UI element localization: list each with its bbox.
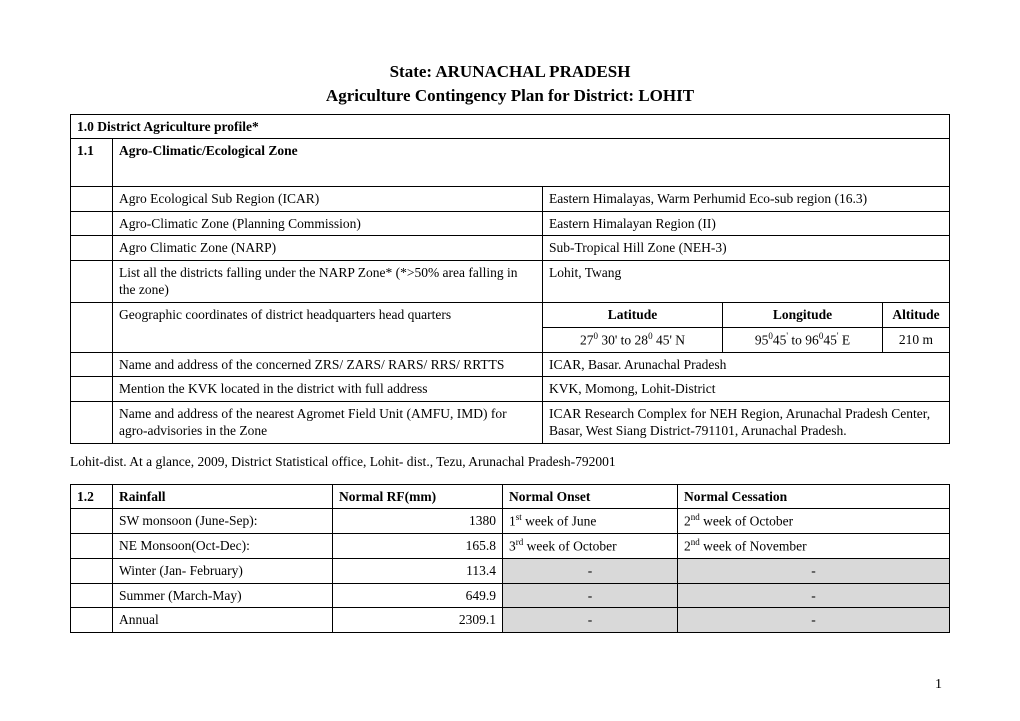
- row-label: NE Monsoon(Oct-Dec):: [113, 534, 333, 559]
- row-value: -: [503, 559, 678, 584]
- row-value: -: [678, 608, 950, 633]
- row-value: 2309.1: [333, 608, 503, 633]
- spacer: [71, 260, 113, 302]
- table-row: NE Monsoon(Oct-Dec): 165.8 3rd week of O…: [71, 534, 950, 559]
- table-row: Agro Ecological Sub Region (ICAR) Easter…: [71, 187, 950, 212]
- row-value: Sub-Tropical Hill Zone (NEH-3): [543, 236, 950, 261]
- table-row: SW monsoon (June-Sep): 1380 1st week of …: [71, 509, 950, 534]
- col-header: Normal Onset: [503, 484, 678, 509]
- row-value: -: [503, 608, 678, 633]
- spacer: [71, 211, 113, 236]
- row-label: Mention the KVK located in the district …: [113, 377, 543, 402]
- row-value: 165.8: [333, 534, 503, 559]
- source-note: Lohit-dist. At a glance, 2009, District …: [70, 454, 950, 470]
- col-header: Normal RF(mm): [333, 484, 503, 509]
- spacer: [71, 352, 113, 377]
- col-header: Longitude: [723, 302, 883, 327]
- spacer: [71, 377, 113, 402]
- spacer: [71, 236, 113, 261]
- spacer: [113, 163, 950, 187]
- row-value: KVK, Momong, Lohit-District: [543, 377, 950, 402]
- table-row: 1.0 District Agriculture profile*: [71, 114, 950, 139]
- row-label: Agro Ecological Sub Region (ICAR): [113, 187, 543, 212]
- row-value: -: [678, 583, 950, 608]
- row-value: Eastern Himalayas, Warm Perhumid Eco-sub…: [543, 187, 950, 212]
- row-value: 2nd week of October: [678, 509, 950, 534]
- col-header: Altitude: [883, 302, 950, 327]
- row-value: 270 30' to 280 45' N: [543, 327, 723, 352]
- spacer: [71, 509, 113, 534]
- row-value: -: [503, 583, 678, 608]
- row-value: 210 m: [883, 327, 950, 352]
- table-1-1: 1.0 District Agriculture profile* 1.1 Ag…: [70, 114, 950, 444]
- table-1-2: 1.2 Rainfall Normal RF(mm) Normal Onset …: [70, 484, 950, 633]
- row-label: Agro-Climatic Zone (Planning Commission): [113, 211, 543, 236]
- row-value: 113.4: [333, 559, 503, 584]
- row-value: 1st week of June: [503, 509, 678, 534]
- table-row: Geographic coordinates of district headq…: [71, 302, 950, 327]
- row-value: -: [678, 559, 950, 584]
- spacer: [71, 401, 113, 443]
- row-label: Geographic coordinates of district headq…: [113, 302, 543, 352]
- spacer: [71, 559, 113, 584]
- table-row: Name and address of the concerned ZRS/ Z…: [71, 352, 950, 377]
- row-value: Eastern Himalayan Region (II): [543, 211, 950, 236]
- table-row: Name and address of the nearest Agromet …: [71, 401, 950, 443]
- table-row: Agro Climatic Zone (NARP) Sub-Tropical H…: [71, 236, 950, 261]
- page-number: 1: [935, 677, 942, 693]
- table-row: Summer (March-May) 649.9 - -: [71, 583, 950, 608]
- row-value: 2nd week of November: [678, 534, 950, 559]
- spacer: [71, 583, 113, 608]
- row-label: List all the districts falling under the…: [113, 260, 543, 302]
- row-label: Summer (March-May): [113, 583, 333, 608]
- spacer: [71, 534, 113, 559]
- row-value: 3rd week of October: [503, 534, 678, 559]
- spacer: [71, 608, 113, 633]
- title-plan: Agriculture Contingency Plan for Distric…: [70, 84, 950, 108]
- row-value: Lohit, Twang: [543, 260, 950, 302]
- table-row: 1.1 Agro-Climatic/Ecological Zone: [71, 139, 950, 163]
- row-value: ICAR, Basar. Arunachal Pradesh: [543, 352, 950, 377]
- table-row: Agro-Climatic Zone (Planning Commission)…: [71, 211, 950, 236]
- table-row: List all the districts falling under the…: [71, 260, 950, 302]
- col-header: Normal Cessation: [678, 484, 950, 509]
- section-num: 1.1: [71, 139, 113, 187]
- row-label: Name and address of the concerned ZRS/ Z…: [113, 352, 543, 377]
- row-value: 1380: [333, 509, 503, 534]
- table-row: Mention the KVK located in the district …: [71, 377, 950, 402]
- row-label: SW monsoon (June-Sep):: [113, 509, 333, 534]
- section-num: 1.2: [71, 484, 113, 509]
- row-label: Annual: [113, 608, 333, 633]
- row-value: ICAR Research Complex for NEH Region, Ar…: [543, 401, 950, 443]
- table-row: [71, 163, 950, 187]
- spacer: [71, 302, 113, 352]
- spacer: [71, 187, 113, 212]
- table-row: Annual 2309.1 - -: [71, 608, 950, 633]
- row-label: Winter (Jan- February): [113, 559, 333, 584]
- row-value: 649.9: [333, 583, 503, 608]
- table-row: 1.2 Rainfall Normal RF(mm) Normal Onset …: [71, 484, 950, 509]
- col-header: Rainfall: [113, 484, 333, 509]
- section-title: 1.0 District Agriculture profile*: [71, 114, 950, 139]
- row-label: Name and address of the nearest Agromet …: [113, 401, 543, 443]
- col-header: Latitude: [543, 302, 723, 327]
- row-value: 95045' to 96045' E: [723, 327, 883, 352]
- title-state: State: ARUNACHAL PRADESH: [70, 60, 950, 84]
- row-header: Agro-Climatic/Ecological Zone: [113, 139, 950, 163]
- row-label: Agro Climatic Zone (NARP): [113, 236, 543, 261]
- table-row: Winter (Jan- February) 113.4 - -: [71, 559, 950, 584]
